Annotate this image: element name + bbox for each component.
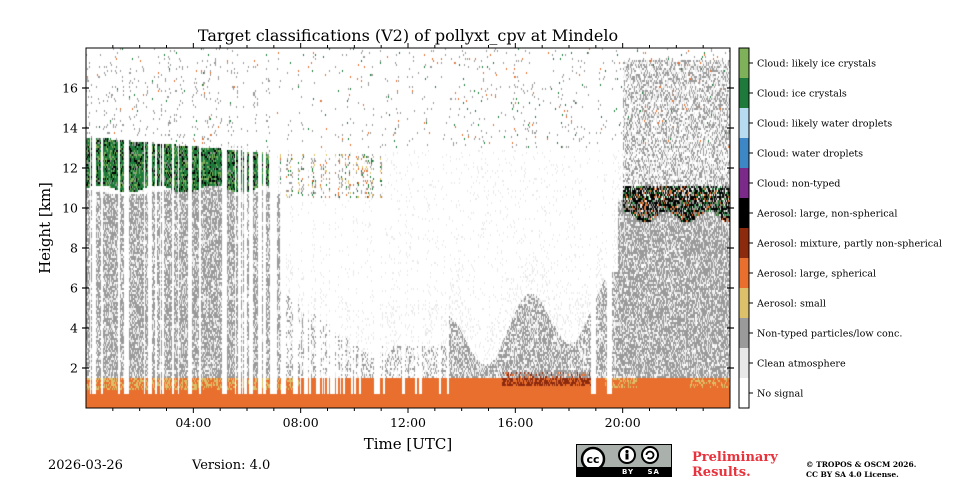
legend-swatch — [739, 108, 749, 138]
legend-swatch — [739, 138, 749, 168]
copyright-notice: © TROPOS & OSCM 2026. CC BY SA 4.0 Licen… — [806, 460, 916, 480]
legend-swatch — [739, 78, 749, 108]
legend-label: Aerosol: large, non-spherical — [756, 209, 897, 220]
preliminary-line1: Preliminary — [692, 450, 778, 465]
legend-label: Cloud: ice crystals — [757, 89, 847, 100]
cc-label: BY SA — [622, 468, 660, 476]
legend-label: Cloud: non-typed — [757, 179, 840, 190]
y-axis-label: Height [km] — [36, 182, 54, 274]
y-tick-label: 8 — [70, 241, 78, 256]
cc-icon: cc — [580, 446, 659, 472]
legend-swatch — [739, 228, 749, 258]
classification-field — [86, 48, 730, 408]
x-tick-label: 04:00 — [175, 415, 211, 430]
legend-swatch — [739, 288, 749, 318]
legend-swatch — [739, 378, 749, 408]
y-tick-label: 2 — [70, 361, 78, 376]
svg-text:cc: cc — [586, 453, 599, 466]
version-label: Version: 4.0 — [192, 458, 271, 473]
y-tick-label: 10 — [62, 201, 78, 216]
legend-label: Aerosol: small — [756, 299, 826, 310]
x-tick-label: 20:00 — [605, 415, 641, 430]
y-axis: 2 4 6 8 10 12 14 16 — [62, 81, 734, 376]
legend-swatch — [739, 168, 749, 198]
legend-label: Aerosol: large, spherical — [756, 269, 876, 280]
x-axis-label: Time [UTC] — [364, 435, 453, 453]
preliminary-line2: Results. — [692, 465, 751, 480]
legend-label: Cloud: water droplets — [757, 149, 863, 160]
x-tick-label: 12:00 — [390, 415, 426, 430]
legend-label: Aerosol: mixture, partly non-spherical — [756, 239, 942, 250]
x-axis: 04:00 08:00 12:00 16:00 20:00 — [175, 415, 640, 430]
legend-swatch — [739, 318, 749, 348]
x-tick-label: 08:00 — [283, 415, 319, 430]
plot-area — [85, 43, 731, 413]
preliminary-notice: Preliminary Results. — [692, 450, 778, 480]
legend-swatch — [739, 258, 749, 288]
legend-swatch — [739, 198, 749, 228]
y-tick-label: 4 — [70, 321, 78, 336]
x-tick-label: 16:00 — [497, 415, 533, 430]
y-tick-label: 14 — [62, 121, 78, 136]
legend-swatch — [739, 48, 749, 78]
legend-label: No signal — [757, 389, 803, 400]
cc-license-badge: cc BY SA — [576, 444, 672, 477]
date-label: 2026-03-26 — [48, 458, 123, 473]
copyright-line2: CC BY SA 4.0 License. — [806, 470, 899, 479]
y-tick-label: 12 — [62, 161, 78, 176]
copyright-line1: © TROPOS & OSCM 2026. — [806, 460, 917, 469]
legend-label: Cloud: likely water droplets — [757, 119, 892, 130]
y-tick-label: 6 — [70, 281, 78, 296]
legend-swatch — [739, 348, 749, 378]
chart-title: Target classifications (V2) of pollyxt_c… — [198, 26, 618, 45]
legend: Cloud: likely ice crystals Cloud: ice cry… — [738, 47, 942, 409]
classification-canvas — [86, 48, 730, 408]
legend-frame — [738, 47, 750, 409]
legend-label: Non-typed particles/low conc. — [757, 329, 902, 340]
y-tick-label: 16 — [62, 81, 78, 96]
legend-label: Clean atmosphere — [757, 359, 846, 370]
legend-label: Cloud: likely ice crystals — [757, 59, 876, 70]
